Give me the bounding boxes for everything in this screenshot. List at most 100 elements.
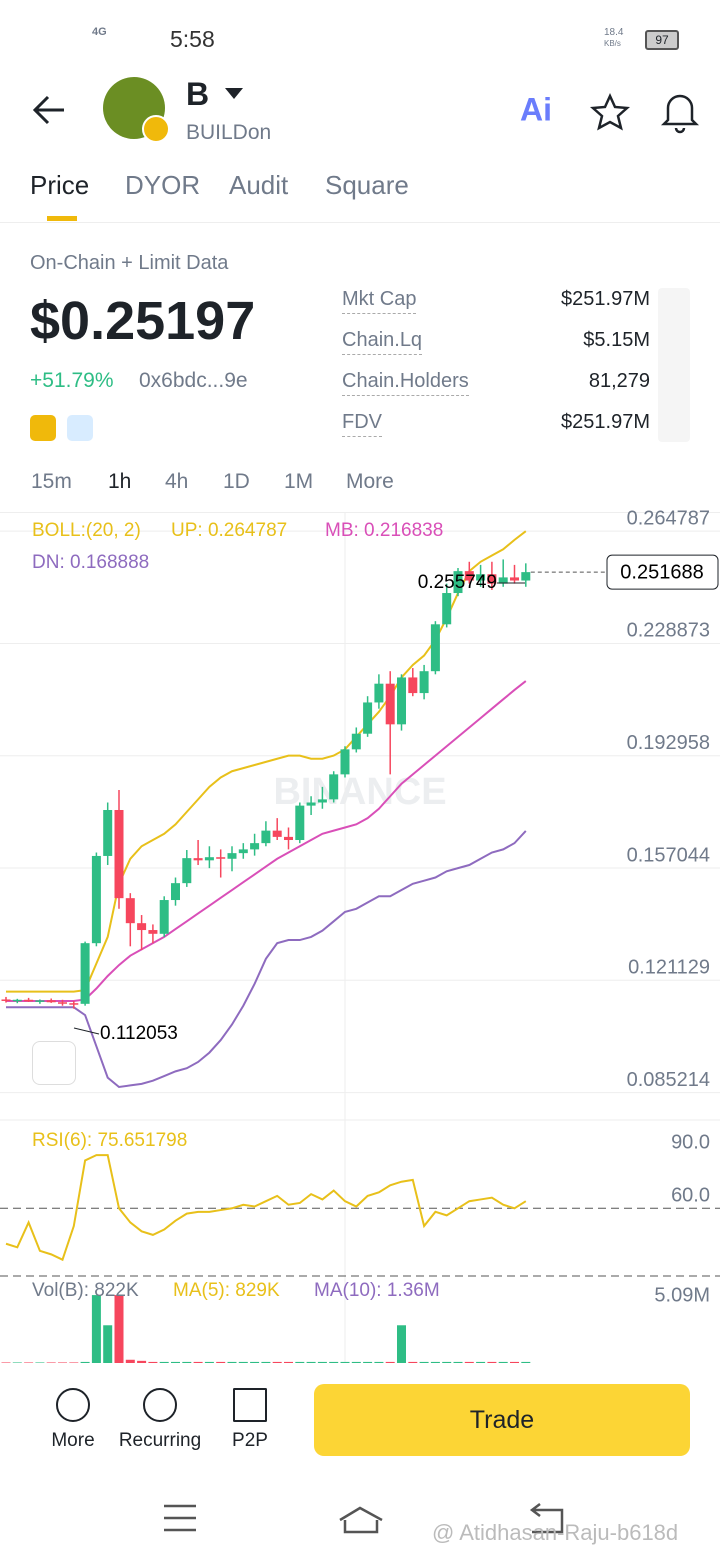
last-price-box — [606, 554, 719, 590]
interval[interactable]: 15m — [31, 470, 72, 493]
volume-bar — [464, 1361, 474, 1363]
stat-value: $251.97M — [561, 288, 650, 310]
candle-body — [137, 923, 147, 931]
data-source[interactable]: On-Chain + Limit Data — [30, 252, 229, 274]
candle-body — [35, 1000, 45, 1002]
action[interactable]: P2P — [232, 1430, 268, 1451]
boll-mb: MB: 0.216838 — [325, 520, 443, 541]
y-tick-label: 0.192958 — [627, 732, 710, 754]
candle-body — [374, 683, 384, 703]
symbol[interactable]: B — [186, 76, 210, 112]
volume-bar — [114, 1295, 124, 1363]
high-label: 0.255749 — [418, 572, 497, 593]
candle-body — [80, 943, 90, 1004]
volume-bar — [351, 1361, 361, 1363]
candle-body — [125, 898, 135, 924]
candle-body — [159, 900, 169, 934]
last-price: 0.251688 — [620, 561, 703, 583]
candle-body — [12, 999, 22, 1002]
price: $0.25197 — [30, 291, 256, 351]
tab[interactable]: Square — [325, 170, 409, 200]
volume-bar — [1, 1362, 11, 1363]
interval[interactable]: 4h — [165, 470, 189, 493]
volume-bar — [182, 1361, 192, 1363]
candle-body — [453, 571, 463, 594]
candle-body — [329, 774, 339, 800]
trade-button[interactable]: Trade — [314, 1384, 690, 1456]
candle-body — [510, 577, 519, 581]
interval[interactable]: More — [346, 470, 394, 493]
candle-body — [295, 805, 305, 841]
candle-body — [193, 858, 203, 861]
boll-line — [6, 530, 527, 993]
action-icon — [56, 1388, 90, 1422]
volume-bar — [137, 1360, 147, 1363]
interval[interactable]: 1M — [284, 470, 314, 493]
tab[interactable]: Price — [30, 170, 90, 200]
volume-bar — [193, 1361, 203, 1363]
chain-badge — [142, 115, 170, 143]
low-label: 0.112053 — [100, 1023, 178, 1044]
volume-bar — [306, 1361, 316, 1363]
volume-bar — [521, 1361, 531, 1363]
candle-body — [408, 677, 418, 694]
vol-ma5: MA(5): 829K — [173, 1280, 280, 1301]
volume-bar — [204, 1361, 214, 1363]
vol-title: Vol(B): 822K — [32, 1280, 139, 1301]
tab-indicator — [47, 216, 77, 221]
address[interactable]: 0x6bdc...9e — [139, 369, 248, 392]
volume-bar — [385, 1361, 395, 1363]
candle-body — [442, 593, 452, 625]
interval[interactable]: 1h — [108, 470, 132, 493]
volume-bar — [442, 1361, 452, 1363]
vol-ma10: MA(10): 1.36M — [314, 1280, 440, 1301]
stat-label: Mkt Cap — [342, 288, 417, 314]
volume-bar — [453, 1361, 463, 1363]
volume-bar — [295, 1361, 305, 1363]
rsi-title: RSI(6): 75.651798 — [32, 1130, 187, 1151]
action[interactable]: Recurring — [118, 1430, 202, 1451]
candle-body — [24, 999, 34, 1002]
badge — [67, 415, 93, 441]
candle-body — [385, 683, 395, 725]
volume-bar — [91, 1295, 101, 1363]
candle-body — [261, 830, 271, 844]
candle-body — [397, 677, 406, 725]
candle-body — [272, 830, 282, 837]
candle-body — [103, 809, 113, 856]
volume-bar — [363, 1361, 373, 1363]
candle-body — [148, 930, 158, 934]
candle-body — [114, 809, 124, 899]
boll-line — [6, 680, 527, 1003]
volume-bar — [24, 1362, 34, 1363]
y-tick-label: 0.228873 — [627, 620, 710, 642]
net-speed-unit: KB/s — [604, 39, 621, 48]
tab[interactable]: Audit — [229, 170, 289, 200]
battery: 97 — [645, 30, 679, 50]
volume-bar — [171, 1361, 180, 1363]
volume-bar — [103, 1325, 113, 1363]
dropdown[interactable] — [224, 86, 244, 100]
volume-bar — [35, 1362, 45, 1363]
fullscreen[interactable] — [32, 1041, 76, 1085]
rsi-line — [5, 1154, 527, 1262]
interval[interactable]: 1D — [223, 470, 250, 493]
y-tick-label: 0.157044 — [627, 844, 710, 866]
candle-body — [171, 883, 180, 901]
network: 4G — [92, 26, 107, 38]
tab[interactable]: DYOR — [125, 170, 201, 200]
candle-body — [1, 999, 11, 1001]
action[interactable]: More — [51, 1430, 95, 1451]
candle-body — [498, 577, 508, 584]
stat-value: 81,279 — [588, 370, 650, 392]
boll-line — [6, 830, 527, 1089]
candle-body — [216, 857, 226, 859]
header-icons[interactable]: Ai — [520, 90, 700, 134]
volume-bar — [261, 1361, 271, 1363]
stats-expand[interactable] — [658, 288, 690, 442]
y-tick-label: 0.085214 — [627, 1069, 710, 1091]
back[interactable] — [30, 92, 70, 128]
volume-bar — [12, 1362, 22, 1363]
candle-body — [69, 1003, 79, 1005]
